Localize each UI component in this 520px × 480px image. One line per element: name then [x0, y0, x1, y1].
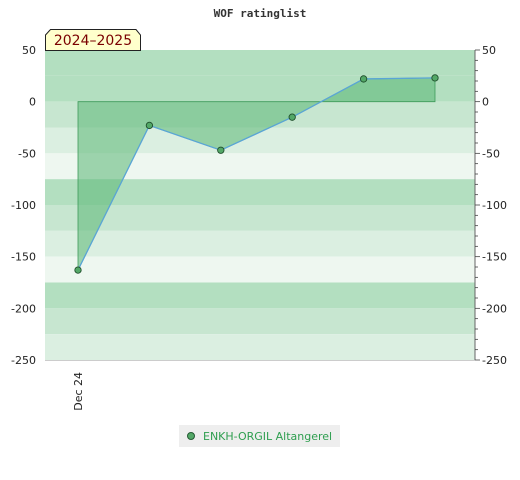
y-tick-label-left: -150 [11, 251, 36, 264]
y-tick-label-right: -100 [482, 199, 507, 212]
y-tick-label-left: -50 [18, 147, 36, 160]
data-point [359, 75, 368, 83]
y-tick-label-left: 50 [22, 44, 36, 57]
band [45, 230, 475, 257]
y-tick-label-right: 50 [482, 44, 496, 57]
data-point [288, 113, 296, 121]
band [45, 256, 475, 283]
y-tick-label-right: -250 [482, 354, 507, 367]
y-tick-label-right: 0 [482, 96, 489, 109]
legend-label: ENKH-ORGIL Altangerel [203, 429, 333, 443]
right-axis: 50 0 -50 -100 -150 -200 -250 [474, 44, 507, 367]
band [45, 205, 475, 231]
x-axis: Dec 24 [45, 360, 475, 411]
y-tick-label-left: 0 [29, 96, 36, 109]
left-axis: 50 0 -50 -100 -150 -200 -250 [11, 44, 36, 367]
y-tick-label-right: -150 [482, 251, 507, 264]
band [45, 334, 475, 360]
band [45, 50, 475, 76]
season-badge: 2024–2025 [45, 29, 141, 51]
chart-title: WOF ratinglist [214, 7, 307, 20]
y-tick-label-left: -250 [11, 354, 36, 367]
y-tick-label-right: -50 [482, 147, 500, 160]
line-path [77, 77, 436, 271]
data-point [145, 121, 154, 130]
legend[interactable]: ENKH-ORGIL Altangerel [179, 425, 341, 447]
data-point [217, 146, 225, 154]
data-point [431, 74, 439, 82]
y-tick-label-left: -200 [11, 302, 36, 315]
y-tick-label-right: -200 [482, 302, 507, 315]
data-point [74, 266, 82, 274]
x-tick-label: Dec 24 [72, 372, 85, 411]
data-markers [74, 74, 439, 274]
legend-marker-icon [187, 432, 195, 440]
season-badge-label: 2024–2025 [54, 33, 132, 49]
y-tick-label-left: -100 [11, 199, 36, 212]
series-line [77, 77, 436, 271]
band [45, 282, 475, 309]
band [45, 308, 475, 335]
